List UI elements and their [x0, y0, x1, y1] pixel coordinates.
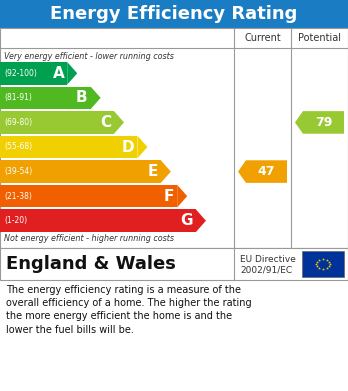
Polygon shape: [90, 86, 101, 109]
Bar: [0, 136, 137, 158]
Polygon shape: [114, 111, 124, 134]
Bar: [302, 251, 344, 277]
Bar: [0, 185, 177, 208]
Text: Not energy efficient - higher running costs: Not energy efficient - higher running co…: [4, 234, 174, 243]
Bar: [0, 210, 196, 232]
Polygon shape: [238, 160, 287, 183]
Text: A: A: [53, 66, 64, 81]
Text: G: G: [180, 213, 193, 228]
Bar: [0, 86, 90, 109]
Text: EU Directive: EU Directive: [240, 255, 296, 264]
Text: D: D: [122, 140, 134, 154]
Text: Very energy efficient - lower running costs: Very energy efficient - lower running co…: [4, 52, 174, 61]
Text: (21-38): (21-38): [4, 192, 32, 201]
Text: F: F: [164, 188, 174, 204]
Bar: [0, 28, 348, 248]
Text: Energy Efficiency Rating: Energy Efficiency Rating: [50, 5, 298, 23]
Text: 2002/91/EC: 2002/91/EC: [240, 266, 292, 275]
Text: Current: Current: [244, 33, 281, 43]
Text: Potential: Potential: [298, 33, 341, 43]
Text: 47: 47: [258, 165, 275, 178]
Text: England & Wales: England & Wales: [6, 255, 176, 273]
Text: B: B: [76, 90, 88, 105]
Text: (92-100): (92-100): [4, 69, 37, 78]
Text: (69-80): (69-80): [4, 118, 32, 127]
Polygon shape: [177, 185, 187, 208]
Text: 79: 79: [315, 116, 332, 129]
Bar: [0, 62, 67, 84]
Text: C: C: [100, 115, 111, 130]
Bar: [0, 0, 348, 28]
Bar: [0, 160, 161, 183]
Text: (81-91): (81-91): [4, 93, 32, 102]
Text: The energy efficiency rating is a measure of the
overall efficiency of a home. T: The energy efficiency rating is a measur…: [6, 285, 252, 335]
Polygon shape: [161, 160, 171, 183]
Polygon shape: [295, 111, 344, 134]
Text: E: E: [148, 164, 158, 179]
Polygon shape: [67, 62, 77, 84]
Text: (55-68): (55-68): [4, 142, 32, 151]
Text: (1-20): (1-20): [4, 216, 27, 225]
Bar: [0, 111, 114, 134]
Text: (39-54): (39-54): [4, 167, 32, 176]
Polygon shape: [196, 210, 206, 232]
Bar: [0, 248, 348, 280]
Polygon shape: [137, 136, 148, 158]
